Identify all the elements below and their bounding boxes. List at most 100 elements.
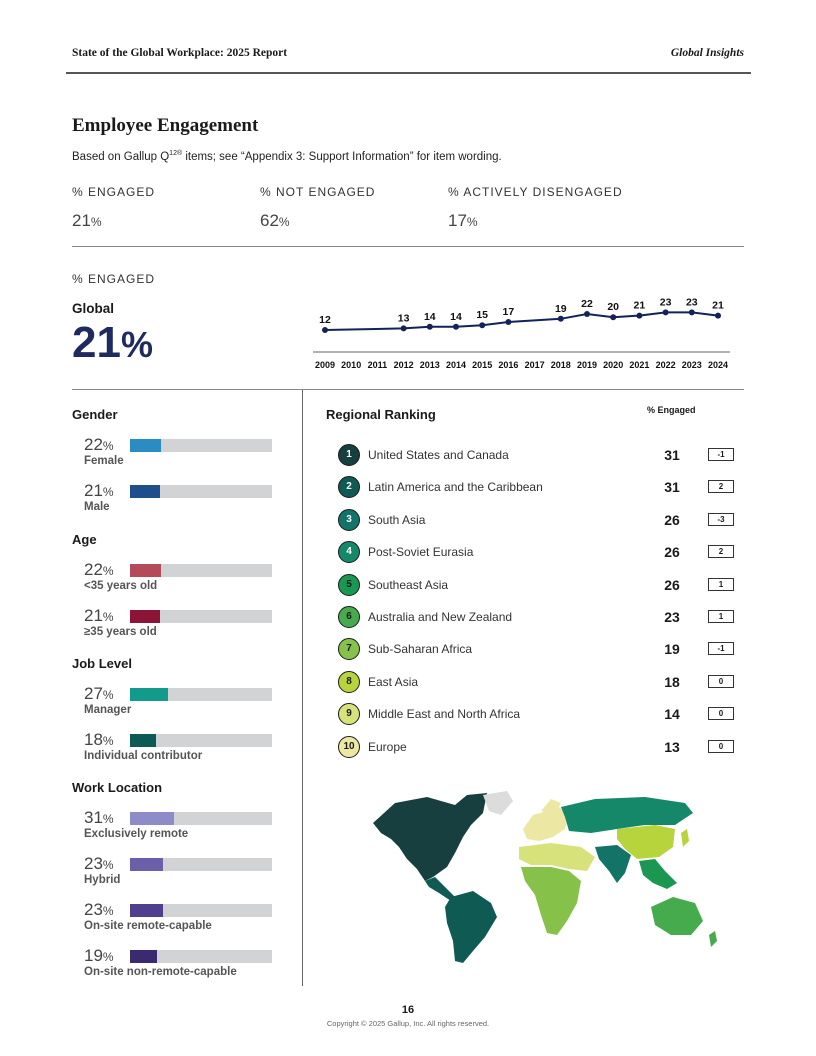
summary-label: % ACTIVELY DISENGAGED [448, 185, 623, 199]
demographic-label: On-site non-remote-capable [84, 966, 237, 978]
rank-badge: 4 [338, 541, 360, 564]
demographic-label: Individual contributor [84, 750, 203, 762]
summary-value: 17% [448, 211, 478, 230]
summary-value: 21% [72, 211, 102, 230]
x-tick-label: 2014 [446, 360, 466, 370]
ranking-row: 10 Europe 13 0 [338, 735, 738, 760]
demographic-bar-fill [130, 439, 162, 452]
region-name: South Asia [368, 512, 426, 527]
demographic-bar-fill [130, 904, 163, 917]
ranking-row: 5 Southeast Asia 26 1 [338, 573, 738, 598]
x-tick-label: 2021 [629, 360, 649, 370]
data-point [505, 319, 512, 325]
demographic-label: Exclusively remote [84, 828, 189, 840]
ranking-row: 3 South Asia 26 -3 [338, 508, 738, 533]
region-score: 26 [664, 544, 680, 561]
demographic-label: On-site remote-capable [84, 920, 212, 932]
summary-actively-disengaged: % ACTIVELY DISENGAGED 17% [448, 185, 623, 231]
ranking-row: 2 Latin America and the Caribbean 31 2 [338, 476, 738, 500]
x-tick-label: 2019 [577, 360, 597, 370]
region-score: 26 [664, 511, 680, 528]
demographic-label: Hybrid [84, 874, 121, 886]
x-tick-label: 2011 [368, 360, 388, 370]
ranking-column-header: % Engaged [647, 405, 696, 415]
ranking-row: 6 Australia and New Zealand 23 1 [338, 606, 738, 630]
group-title: Job Level [72, 656, 132, 671]
rank-badge: 8 [338, 670, 360, 693]
region-score: 31 [664, 479, 680, 496]
demographic-value: 22% [84, 435, 114, 454]
demographic-bar-fill [130, 812, 175, 825]
x-tick-label: 2018 [551, 360, 571, 370]
region-name: United States and Canada [368, 448, 509, 462]
demographic-bar-track [130, 485, 272, 498]
series-line [324, 311, 719, 331]
world-map-icon [373, 791, 717, 963]
rank-badge: 2 [338, 476, 360, 499]
region-japan [681, 829, 689, 847]
demographic-bar-track [130, 688, 272, 701]
region-name: Australia and New Zealand [368, 610, 513, 624]
x-tick-label: 2010 [341, 360, 361, 370]
region-post-soviet-eurasia [561, 797, 693, 833]
data-point [557, 315, 564, 322]
region-name: Sub-Saharan Africa [368, 642, 473, 657]
ranking-row: 7 Sub-Saharan Africa 19 -1 [338, 638, 738, 662]
ranking-title: Regional Ranking [326, 407, 436, 422]
region-score: 31 [664, 447, 680, 463]
rank-badge: 3 [338, 508, 360, 531]
data-point [715, 312, 721, 319]
column-divider [302, 390, 303, 986]
data-point [584, 311, 590, 317]
copyright-notice: Copyright © 2025 Gallup, Inc. All rights… [326, 1019, 490, 1028]
region-mena [519, 843, 595, 871]
global-label: Global [72, 301, 115, 316]
demographic-value: 27% [84, 684, 114, 703]
region-score: 19 [664, 641, 680, 658]
demographic-bar-fill [130, 734, 156, 747]
data-label: 22 [581, 298, 593, 310]
group-title: Gender [72, 407, 118, 422]
summary-label: % ENGAGED [72, 185, 156, 199]
x-tick-label: 2016 [498, 360, 518, 370]
summary-not-engaged: % NOT ENGAGED 62% [260, 185, 375, 231]
demographic-bar-track [130, 734, 272, 747]
data-point [453, 323, 459, 330]
data-label: 21 [712, 300, 724, 312]
data-label: 12 [319, 314, 331, 326]
region-sub-saharan-africa [521, 867, 581, 935]
demographic-bar-fill [130, 564, 162, 577]
region-australia [651, 897, 703, 935]
demographic-value: 22% [84, 560, 114, 579]
data-point [688, 309, 695, 316]
ranking-row: 9 Middle East and North Africa 14 0 [338, 703, 738, 727]
region-south-america [445, 891, 497, 963]
region-central-america [425, 877, 455, 901]
group-title: Age [72, 532, 97, 547]
region-name: Post-Soviet Eurasia [368, 545, 474, 560]
rank-badge: 6 [338, 606, 360, 628]
data-label: 20 [607, 301, 619, 313]
demographic-label: <35 years old [84, 580, 158, 592]
demographic-bar-track [130, 564, 272, 577]
rank-change-badge: 2 [708, 545, 734, 559]
x-tick-label: 2023 [682, 360, 702, 370]
rank-change-badge: 2 [708, 480, 734, 494]
demographic-bar-fill [130, 485, 160, 498]
global-value: 21% [72, 318, 153, 367]
region-scandinavia [541, 799, 561, 815]
region-name: Latin America and the Caribbean [368, 480, 543, 495]
demographic-value: 19% [84, 946, 114, 965]
region-score: 23 [664, 609, 680, 625]
data-point [636, 312, 643, 319]
demographic-label: Male [84, 501, 110, 513]
rank-change-badge: -1 [708, 448, 734, 461]
rank-badge: 10 [338, 735, 360, 758]
data-label: 23 [660, 296, 672, 308]
region-new-zealand [709, 931, 717, 947]
data-label: 19 [555, 303, 567, 315]
data-label: 21 [634, 300, 646, 312]
demographic-value: 23% [84, 900, 114, 919]
demographic-bar-track [130, 904, 272, 917]
data-label: 17 [503, 306, 515, 318]
